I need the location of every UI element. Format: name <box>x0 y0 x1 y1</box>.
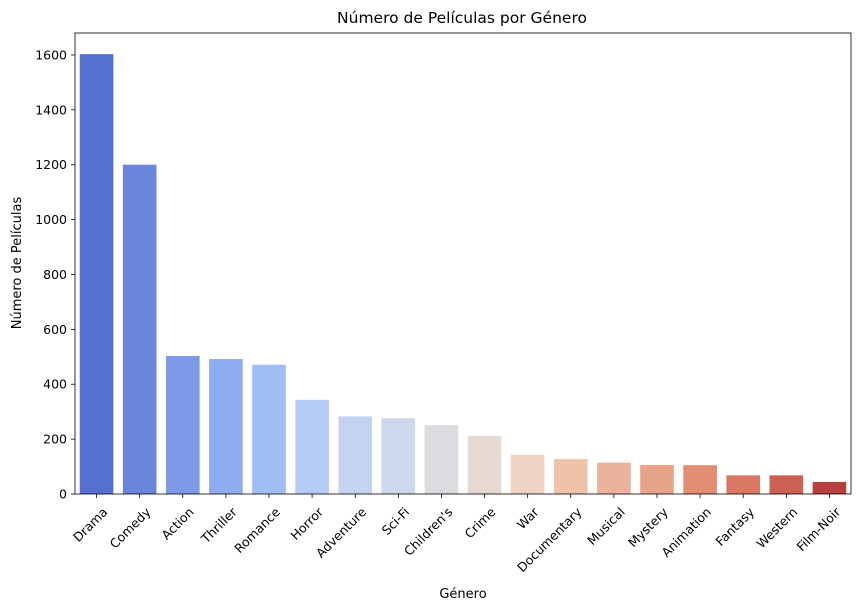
bar-children-s <box>424 425 459 494</box>
x-tick-label: War <box>514 504 542 532</box>
bar-crime <box>467 436 502 494</box>
bar-drama <box>79 54 114 495</box>
x-tick-label: Film-Noir <box>793 504 843 554</box>
y-tick-label: 1400 <box>35 102 67 117</box>
chart-title: Número de Películas por Género <box>337 9 587 27</box>
y-tick-label: 0 <box>59 487 67 502</box>
x-tick-label: Crime <box>462 504 499 541</box>
y-axis-label: Número de Películas <box>10 197 25 330</box>
x-tick-label: Sci-Fi <box>379 504 413 538</box>
x-tick-label: Drama <box>70 504 110 544</box>
bar-fantasy <box>726 475 761 494</box>
bar-film-noir <box>812 481 847 494</box>
x-axis-label: Género <box>439 587 486 602</box>
bar-documentary <box>553 459 588 494</box>
x-tick-label: Musical <box>584 504 628 548</box>
x-tick-label: Comedy <box>106 504 154 552</box>
x-tick-label: Action <box>158 504 196 542</box>
bar-romance <box>252 364 286 494</box>
x-tick-label: Horror <box>287 504 326 543</box>
y-tick-label: 1600 <box>35 47 67 62</box>
y-tick-label: 200 <box>43 432 67 447</box>
bar-horror <box>295 399 329 494</box>
bar-action <box>165 355 200 494</box>
bar-thriller <box>209 358 243 494</box>
y-tick-label: 1200 <box>35 157 67 172</box>
bar-animation <box>683 465 717 494</box>
plot-frame <box>74 32 852 495</box>
y-tick-label: 800 <box>43 267 67 282</box>
bar-musical <box>597 462 631 494</box>
bar-war <box>510 454 545 494</box>
bar-sci-fi <box>381 418 416 494</box>
bar-western <box>769 475 804 494</box>
y-tick-label: 600 <box>43 322 67 337</box>
bar-adventure <box>338 416 373 494</box>
y-tick-label: 400 <box>43 377 67 392</box>
x-tick-label: Thriller <box>197 504 240 547</box>
y-tick-label: 1000 <box>35 212 67 227</box>
bar-comedy <box>122 164 157 494</box>
y-axis: 0 200 400 600 800 1000 1200 1400 1600 <box>35 47 75 502</box>
x-tick-label: Romance <box>231 504 283 556</box>
bar-mystery <box>640 464 674 494</box>
x-tick-label: Fantasy <box>713 504 758 549</box>
bars-group <box>79 54 847 495</box>
